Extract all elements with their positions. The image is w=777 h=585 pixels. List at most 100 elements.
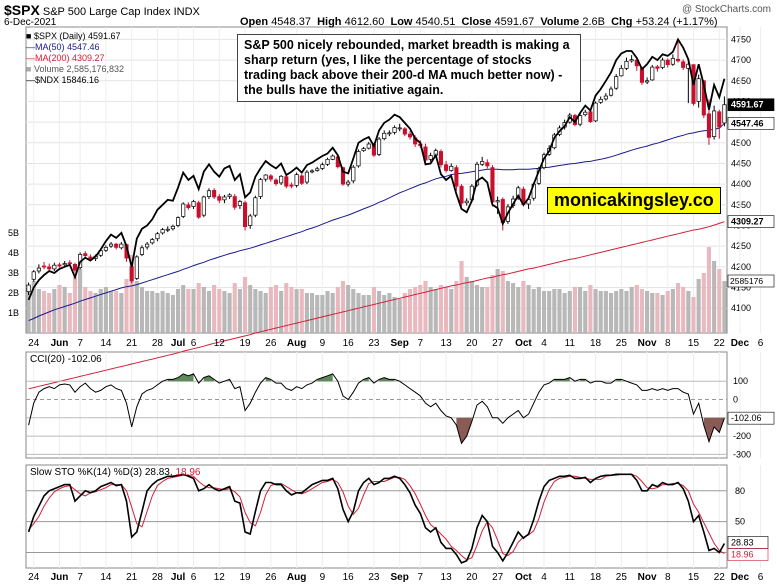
volume-bar bbox=[36, 289, 41, 333]
volume-bar bbox=[93, 293, 98, 333]
volume-bar bbox=[619, 289, 624, 333]
volume-bar bbox=[691, 297, 696, 333]
volume-bar bbox=[531, 289, 536, 333]
x-tick-label-bottom: 25 bbox=[616, 572, 628, 583]
candle-body bbox=[588, 111, 593, 123]
candle-body bbox=[619, 68, 624, 77]
sto-tick-label: 80 bbox=[735, 486, 745, 496]
candle-body bbox=[603, 95, 608, 100]
volume-bar bbox=[572, 287, 578, 333]
x-tick-label: Jun bbox=[51, 338, 69, 349]
x-tick-label: 27 bbox=[492, 338, 504, 349]
volume-bar bbox=[371, 287, 376, 333]
x-tick-label: 14 bbox=[100, 338, 112, 349]
x-tick-label-bottom: 13 bbox=[441, 572, 453, 583]
volume-bar bbox=[541, 291, 547, 333]
volume-bar bbox=[557, 289, 562, 333]
candle-body bbox=[330, 155, 335, 160]
candle-body bbox=[170, 225, 175, 230]
candle-body bbox=[681, 61, 686, 68]
x-tick-label-bottom: Jul bbox=[171, 572, 186, 583]
candle-body bbox=[114, 243, 119, 248]
candle-body bbox=[629, 59, 634, 62]
x-tick-label: Aug bbox=[287, 338, 306, 349]
volume-bar bbox=[603, 291, 608, 333]
volume-bar bbox=[181, 285, 186, 333]
volume-bar bbox=[377, 291, 382, 333]
volume-bar bbox=[712, 261, 717, 333]
candle-body bbox=[361, 148, 366, 151]
volume-bar bbox=[387, 293, 392, 333]
volume-bar bbox=[279, 291, 284, 333]
volume-bar bbox=[562, 293, 567, 333]
price-tick-label: 4350 bbox=[731, 200, 751, 210]
volume-tick-label: 3B bbox=[8, 268, 19, 278]
credit: @ StockCharts.com bbox=[681, 4, 771, 15]
volume-tick-label: 1B bbox=[8, 308, 19, 318]
x-tick-label: 20 bbox=[466, 338, 478, 349]
x-tick-label: 24 bbox=[28, 338, 40, 349]
candle-body bbox=[176, 217, 181, 226]
volume-bar bbox=[129, 255, 134, 333]
price-tick-label: 4400 bbox=[731, 179, 751, 189]
sto-d-value-tag-box bbox=[727, 548, 769, 561]
volume-bar bbox=[706, 247, 712, 333]
volume-bar bbox=[26, 285, 31, 333]
x-tick-label-bottom: 24 bbox=[28, 572, 40, 583]
candle-body bbox=[36, 267, 41, 272]
x-tick-label-bottom: 4 bbox=[541, 572, 547, 583]
chart-header: $SPX S&P 500 Large Cap Index INDX bbox=[4, 2, 200, 18]
candle-body bbox=[227, 194, 232, 197]
x-tick-label: Sep bbox=[391, 338, 409, 349]
volume-bar bbox=[346, 285, 351, 333]
volume-value-tag: 2585176 bbox=[730, 276, 763, 286]
close-label: Close bbox=[461, 16, 492, 28]
ohlc-readout: Open 4548.37 High 4612.60 Low 4540.51 Cl… bbox=[240, 16, 718, 28]
volume-bar bbox=[634, 285, 639, 333]
candle-body bbox=[72, 264, 78, 271]
volume-bar bbox=[191, 289, 196, 333]
x-tick-label: 4 bbox=[541, 338, 547, 349]
candle-body bbox=[377, 138, 382, 155]
volume-bar bbox=[222, 291, 227, 333]
candle-body bbox=[696, 78, 701, 102]
candle-body bbox=[356, 151, 361, 167]
x-tick-label-bottom: 23 bbox=[368, 572, 380, 583]
candle-body bbox=[41, 265, 47, 268]
chg-label: Chg bbox=[611, 16, 633, 28]
volume-bar bbox=[320, 295, 325, 333]
volume-bar bbox=[52, 289, 57, 333]
volume-bar bbox=[258, 291, 263, 333]
volume-bar bbox=[495, 269, 500, 333]
x-tick-label: 7 bbox=[418, 338, 424, 349]
close-value-tag: 4591.67 bbox=[731, 100, 764, 110]
x-tick-label: 7 bbox=[77, 338, 83, 349]
volume-bar bbox=[160, 291, 165, 333]
candle-body bbox=[248, 215, 253, 226]
candle-body bbox=[222, 196, 227, 201]
x-tick-label-bottom: Oct bbox=[515, 572, 532, 583]
volume-bar bbox=[474, 285, 480, 333]
price-tick-label: 4650 bbox=[731, 76, 751, 86]
x-tick-label: 16 bbox=[343, 338, 355, 349]
x-tick-label: 6 bbox=[191, 338, 197, 349]
volume-bar bbox=[88, 291, 93, 333]
volume-bar bbox=[186, 289, 191, 333]
price-tick-label: 4150 bbox=[731, 283, 751, 293]
x-tick-label: Dec bbox=[731, 338, 750, 349]
candle-body bbox=[428, 155, 433, 160]
x-tick-label-bottom: 19 bbox=[240, 572, 252, 583]
volume-bar bbox=[583, 291, 588, 333]
volume-bar bbox=[325, 291, 330, 333]
ma200-line bbox=[28, 221, 725, 390]
x-tick-label: 6 bbox=[758, 338, 764, 349]
chart-date: 6-Dec-2021 bbox=[4, 17, 57, 28]
ma50-value-tag-box bbox=[727, 117, 775, 130]
ma200-value-tag: 4309.27 bbox=[731, 217, 764, 227]
sto-title: Slow STO %K(14) %D(3) 28.83, 18.96 bbox=[30, 467, 201, 478]
ma50-value-tag: 4547.46 bbox=[731, 118, 764, 128]
volume-bar bbox=[134, 281, 139, 333]
candle-body bbox=[186, 204, 191, 209]
volume-bar bbox=[361, 295, 366, 333]
x-tick-label-bottom: 12 bbox=[214, 572, 226, 583]
